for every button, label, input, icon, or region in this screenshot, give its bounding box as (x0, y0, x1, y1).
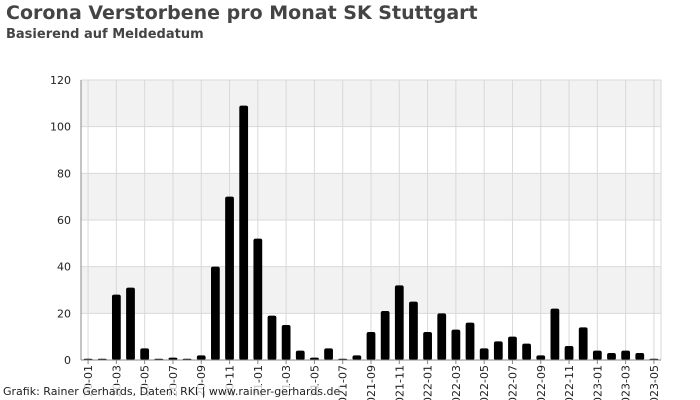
bar (253, 238, 263, 360)
x-tick-label: 021-11 (393, 365, 406, 400)
bar (508, 336, 517, 360)
chart-title: Corona Verstorbene pro Monat SK Stuttgar… (6, 2, 478, 24)
source-credit: Grafik: Rainer Gerhards, Daten: RKI | ww… (3, 385, 341, 398)
x-tick-label: 023-01 (591, 365, 604, 400)
y-axis: 0 20 40 60 80 100 120 (50, 74, 82, 367)
bar (423, 332, 432, 360)
bar (522, 343, 531, 360)
x-tick-label: 022-09 (535, 365, 548, 400)
x-tick-label: 023-03 (620, 365, 633, 400)
bar (493, 341, 503, 360)
bar (324, 348, 333, 360)
y-tick-label: 20 (57, 307, 71, 320)
x-tick-label: 021-09 (365, 365, 378, 400)
bar (239, 105, 249, 361)
bar (635, 353, 645, 360)
bar (295, 350, 305, 360)
bar (607, 353, 616, 360)
bar (310, 357, 319, 360)
x-tick-label: 023-05 (648, 365, 661, 400)
bars (83, 105, 659, 361)
bar (380, 311, 390, 360)
bar (281, 325, 291, 360)
bar (409, 301, 418, 360)
bar (140, 348, 150, 360)
bar (479, 348, 489, 360)
bar (536, 355, 546, 360)
y-tick-label: 80 (57, 167, 71, 180)
bar (451, 329, 461, 360)
bar (550, 308, 560, 360)
bar (366, 332, 376, 360)
bar (196, 355, 206, 360)
x-tick-label: 022-11 (563, 365, 576, 400)
bar (211, 266, 220, 360)
y-tick-label: 40 (57, 261, 71, 274)
y-tick-label: 100 (50, 121, 71, 134)
bar (465, 322, 475, 360)
x-tick-label: 022-05 (478, 365, 491, 400)
bar (126, 287, 135, 360)
bar (592, 350, 602, 360)
bar (168, 357, 178, 360)
x-tick-label: 022-01 (422, 365, 435, 400)
chart-subtitle: Basierend auf Meldedatum (6, 27, 204, 42)
bar (267, 315, 277, 360)
bar (225, 196, 234, 360)
x-tick-label: 022-03 (450, 365, 463, 400)
x-tick-label: 022-07 (506, 365, 519, 400)
bar (437, 313, 447, 360)
bar (578, 327, 588, 360)
y-tick-label: 60 (57, 214, 71, 227)
y-tick-label: 120 (50, 74, 71, 87)
y-tick-label: 0 (64, 354, 71, 367)
bar (621, 350, 631, 360)
bar (352, 355, 362, 360)
bar (394, 285, 404, 360)
bar (111, 294, 121, 360)
bar (564, 346, 574, 360)
